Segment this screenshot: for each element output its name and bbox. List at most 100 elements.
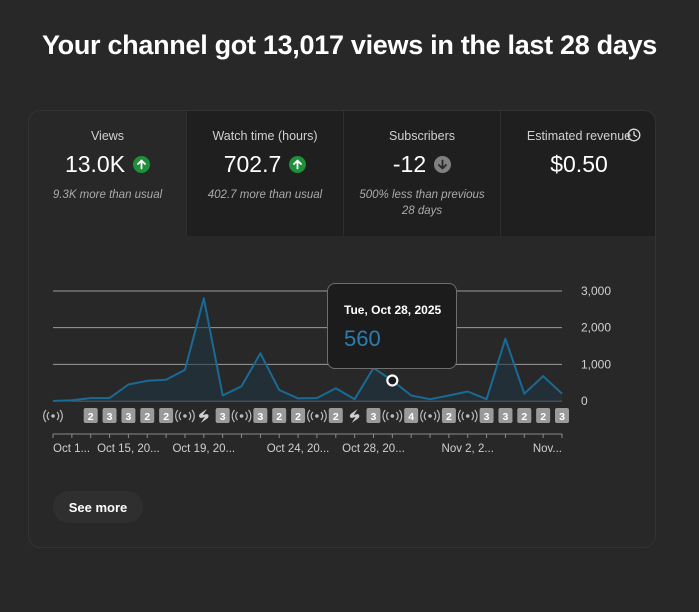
series-area [53, 298, 562, 401]
upload-count-badge: 2 [140, 408, 155, 423]
badge-box [159, 408, 174, 423]
live-wave [46, 411, 60, 421]
badge-box [366, 408, 381, 423]
badge-count: 2 [88, 411, 94, 423]
badge-count: 2 [163, 411, 169, 423]
badge-count: 4 [408, 411, 414, 423]
metric-tab-revenue[interactable]: Estimated revenue $0.50 [500, 111, 655, 236]
live-wave [382, 409, 403, 423]
badge-box [498, 408, 513, 423]
overview-card: Views 13.0K 9.3K more than usual Watch t… [28, 110, 656, 548]
upload-count-badge: 3 [555, 408, 569, 423]
badge-box [479, 408, 494, 423]
x-tick-label: Oct 28, 20... [342, 443, 405, 455]
metric-comparison: 9.3K more than usual [52, 189, 163, 201]
upload-count-badge: 2 [441, 408, 456, 423]
badge-count: 3 [371, 411, 377, 423]
live-wave [307, 409, 327, 423]
live-stream-icon [420, 409, 440, 423]
badge-box [140, 408, 155, 423]
live-wave [457, 409, 478, 423]
metric-tab-views[interactable]: Views 13.0K 9.3K more than usual [29, 111, 186, 236]
upload-count-badge: 3 [479, 408, 494, 423]
shorts-shape [349, 409, 360, 423]
badge-count: 2 [521, 411, 527, 423]
live-wave [386, 411, 399, 421]
live-wave [178, 411, 192, 421]
badge-box [517, 408, 532, 423]
upload-count-badge: 3 [498, 408, 513, 423]
metric-label: Subscribers [389, 129, 455, 143]
metric-label: Estimated revenue [526, 129, 632, 143]
upload-count-badge: 2 [272, 408, 287, 423]
upload-count-badge: 2 [291, 408, 306, 423]
clock-icon[interactable] [627, 128, 641, 142]
page-headline: Your channel got 13,017 views in the las… [41, 30, 658, 60]
badge-box [102, 408, 117, 423]
upload-count-badge: 2 [517, 408, 532, 423]
metric-tab-watch-time[interactable]: Watch time (hours) 702.7 402.7 more than… [186, 111, 343, 236]
live-stream-icon [175, 409, 195, 423]
metric-value: -12 [392, 150, 427, 177]
badge-count: 3 [257, 411, 263, 423]
badge-box [441, 408, 456, 423]
badge-box [328, 408, 343, 423]
arrow-down-icon [434, 155, 452, 173]
y-tick-label: 0 [581, 394, 588, 408]
badge-count: 3 [220, 411, 226, 423]
series-line [52, 297, 563, 402]
live-stream-icon [382, 409, 403, 423]
x-tick-label: Oct 24, 20... [267, 443, 330, 455]
live-stream-icon [43, 409, 63, 423]
upload-count-badge: 2 [536, 408, 551, 423]
upload-count-badge: 2 [83, 408, 98, 423]
upload-count-badge: 2 [328, 408, 343, 423]
live-dot [51, 414, 55, 418]
y-tick-label: 2,000 [581, 321, 611, 335]
metric-value: 702.7 [223, 150, 282, 177]
badge-count: 3 [107, 411, 113, 423]
badge-count: 2 [540, 411, 546, 423]
upload-count-badge: 3 [215, 408, 230, 423]
badge-box [83, 408, 98, 423]
badge-box [291, 408, 306, 423]
live-wave [235, 411, 248, 421]
badge-count: 3 [484, 411, 490, 423]
upload-count-badge: 3 [253, 408, 268, 423]
y-tick-label: 3,000 [581, 284, 611, 298]
see-more-button[interactable]: See more [53, 491, 143, 523]
metric-label: Watch time (hours) [212, 129, 318, 143]
badge-count: 2 [276, 411, 282, 423]
x-tick-label: Oct 1... [53, 443, 90, 455]
y-tick-label: 1,000 [581, 357, 611, 371]
live-stream-icon [307, 409, 327, 423]
shorts-icon [199, 409, 209, 423]
live-wave [420, 409, 440, 423]
badge-count: 3 [125, 411, 131, 423]
badge-box [404, 408, 419, 423]
upload-count-badge: 3 [121, 408, 136, 423]
live-dot [390, 414, 395, 418]
badge-box [121, 408, 136, 423]
x-tick-label: Nov... [533, 443, 562, 455]
badge-box [536, 408, 551, 423]
upload-count-badge: 4 [404, 408, 419, 423]
x-tick-label: Oct 15, 20... [97, 443, 160, 455]
upload-count-badge: 2 [159, 408, 174, 423]
badge-count: 3 [503, 411, 509, 423]
live-wave [43, 409, 63, 423]
live-dot [183, 414, 187, 418]
live-dot [428, 414, 432, 418]
metric-tab-subscribers[interactable]: Subscribers -12 500% less than previous … [343, 111, 500, 236]
metric-value: $0.50 [550, 150, 608, 177]
arrow-up-icon [133, 155, 151, 173]
badge-count: 2 [333, 411, 339, 423]
badge-box [272, 408, 287, 423]
chart-tooltip: Tue, Oct 28, 2025 560 [327, 283, 457, 369]
x-tick-label: Nov 2, 2... [442, 443, 494, 455]
tooltip-value: 560 [344, 326, 381, 351]
shorts-icon [349, 409, 360, 423]
live-wave [461, 411, 474, 421]
arrow-up-icon [289, 155, 307, 173]
